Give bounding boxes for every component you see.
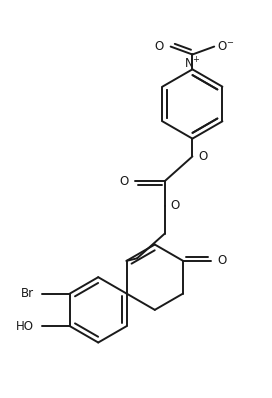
Text: O: O <box>120 175 129 188</box>
Text: O: O <box>198 150 208 163</box>
Text: O: O <box>218 254 227 267</box>
Text: O$^{-}$: O$^{-}$ <box>217 40 234 53</box>
Text: O: O <box>154 40 164 53</box>
Text: O: O <box>171 199 180 213</box>
Text: Br: Br <box>21 287 34 300</box>
Text: N$^{+}$: N$^{+}$ <box>184 57 201 72</box>
Text: HO: HO <box>16 320 34 333</box>
